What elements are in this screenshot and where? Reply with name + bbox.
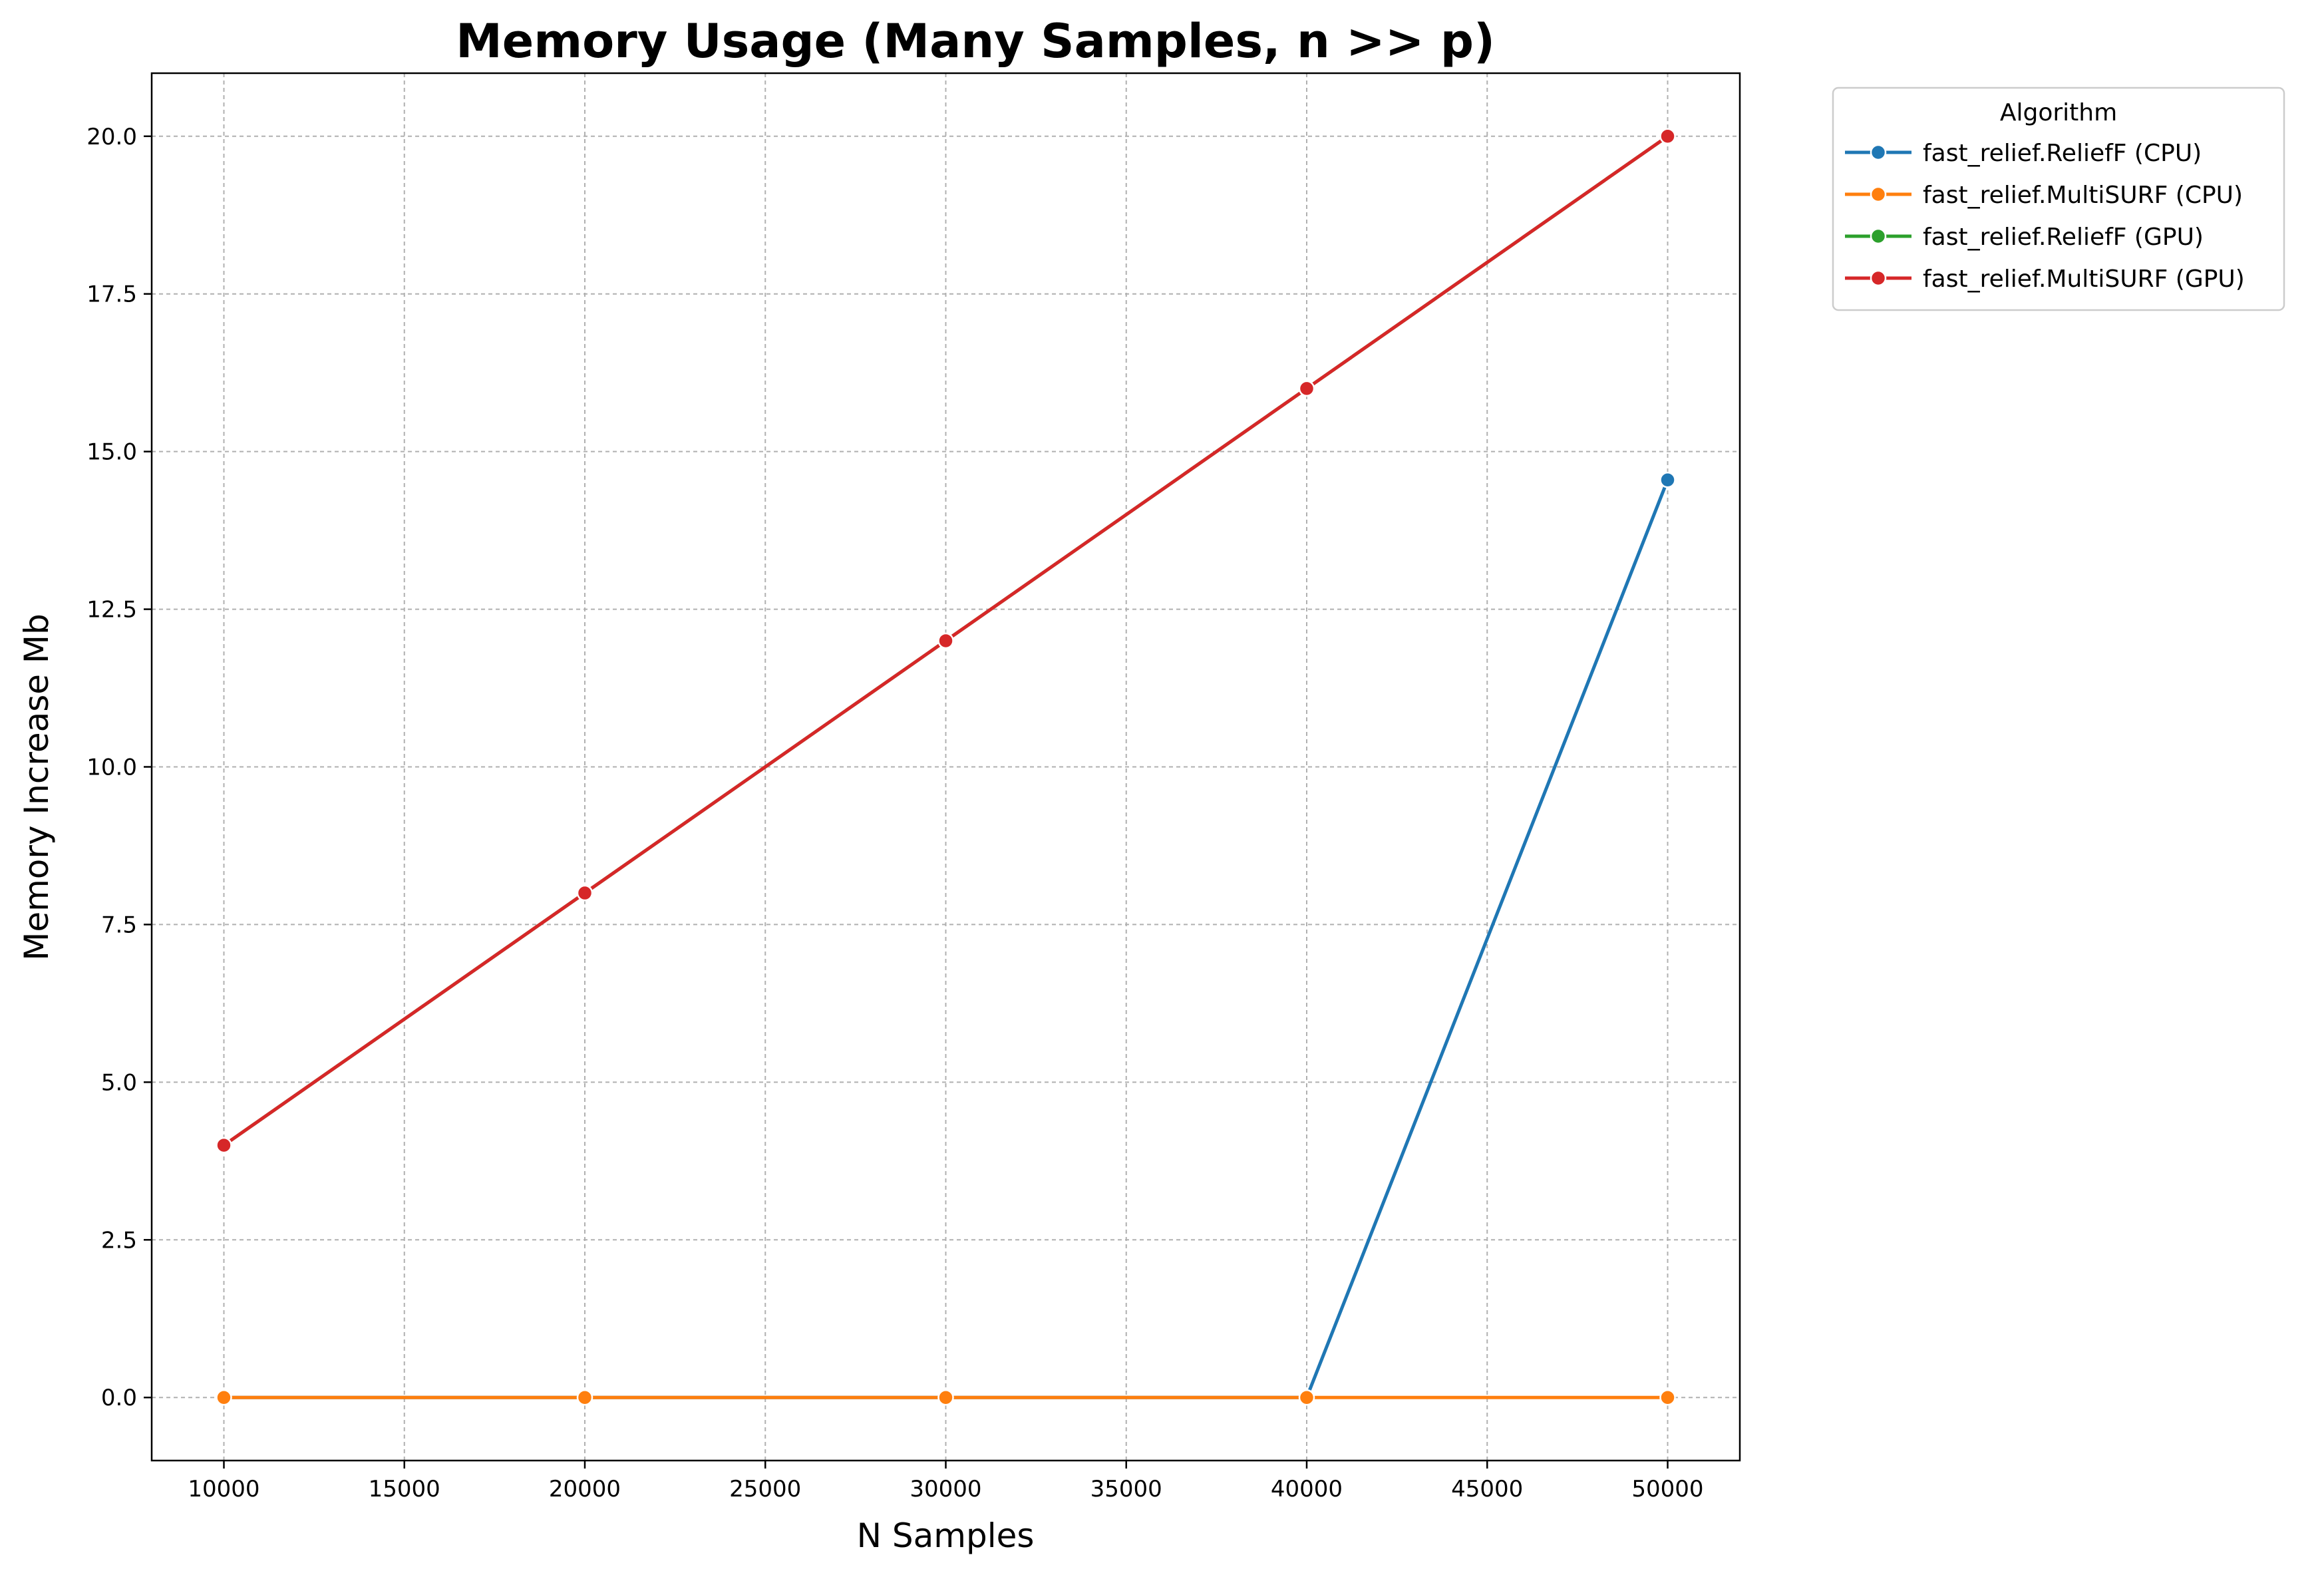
x-tick-label: 40000 bbox=[1271, 1476, 1343, 1502]
legend-swatch-marker bbox=[1870, 269, 1887, 287]
y-tick-label: 20.0 bbox=[86, 124, 137, 150]
x-tick-label: 50000 bbox=[1631, 1476, 1703, 1502]
data-point bbox=[1298, 380, 1315, 397]
x-axis-label: N Samples bbox=[857, 1516, 1035, 1555]
x-tick-label: 20000 bbox=[549, 1476, 621, 1502]
data-point bbox=[1659, 128, 1676, 145]
legend-label: fast_relief.ReliefF (GPU) bbox=[1923, 224, 2204, 251]
legend-entry: fast_relief.MultiSURF (CPU) bbox=[1845, 182, 2243, 209]
y-tick-label: 12.5 bbox=[86, 597, 137, 623]
data-point bbox=[937, 1389, 954, 1406]
data-point bbox=[1298, 1389, 1315, 1406]
legend-label: fast_relief.ReliefF (CPU) bbox=[1923, 140, 2202, 167]
x-axis-ticks: 10000 15000 20000 25000 30000 35000 40000 45000… bbox=[188, 1461, 1704, 1502]
x-tick-label: 10000 bbox=[188, 1476, 259, 1502]
legend-entry: fast_relief.MultiSURF (GPU) bbox=[1845, 265, 2245, 293]
y-tick-label: 15.0 bbox=[86, 439, 137, 466]
legend-swatch-marker bbox=[1870, 144, 1887, 161]
legend-title: Algorithm bbox=[2000, 99, 2117, 126]
series-fast-relief-multisurf-gpu bbox=[216, 128, 1676, 1154]
legend-label: fast_relief.MultiSURF (CPU) bbox=[1923, 182, 2243, 209]
x-tick-label: 45000 bbox=[1451, 1476, 1523, 1502]
y-tick-label: 0.0 bbox=[101, 1385, 137, 1411]
data-point bbox=[576, 1389, 593, 1406]
legend-label: fast_relief.MultiSURF (GPU) bbox=[1923, 265, 2245, 293]
data-point bbox=[937, 632, 954, 649]
y-tick-label: 17.5 bbox=[86, 281, 137, 308]
data-point bbox=[576, 884, 593, 902]
legend: Algorithm fast_relief.ReliefF (CPU)fast_… bbox=[1832, 87, 2285, 311]
x-tick-label: 35000 bbox=[1090, 1476, 1162, 1502]
y-axis-ticks: 0.0 2.5 5.0 7.5 10.0 12.5 15.0 17.5 20.0 bbox=[86, 124, 152, 1411]
legend-entries: fast_relief.ReliefF (CPU) fast_relief.Mul… bbox=[1845, 140, 2245, 293]
y-tick-label: 2.5 bbox=[101, 1227, 137, 1254]
chart-title: Memory Usage (Many Samples, n >> p) bbox=[456, 14, 1495, 69]
legend-swatch-marker bbox=[1870, 186, 1887, 203]
data-point bbox=[1659, 472, 1676, 488]
y-tick-label: 7.5 bbox=[101, 912, 137, 938]
legend-swatch-marker bbox=[1870, 228, 1887, 245]
legend-entry: fast_relief.ReliefF (GPU) bbox=[1845, 224, 2204, 251]
data-point bbox=[216, 1389, 232, 1406]
y-tick-label: 10.0 bbox=[86, 755, 137, 781]
legend-box bbox=[1832, 87, 2285, 311]
legend-entry: fast_relief.ReliefF (CPU) bbox=[1845, 140, 2202, 167]
series-lines bbox=[216, 128, 1676, 1406]
series-fast-relief-multisurf-cpu bbox=[216, 1389, 1676, 1406]
x-tick-label: 30000 bbox=[910, 1476, 981, 1502]
y-tick-label: 5.0 bbox=[101, 1069, 137, 1096]
data-point bbox=[1659, 1389, 1676, 1406]
x-tick-label: 15000 bbox=[369, 1476, 440, 1502]
x-tick-label: 25000 bbox=[729, 1476, 801, 1502]
data-point bbox=[216, 1137, 232, 1154]
y-axis-label: Memory Increase Mb bbox=[17, 613, 56, 961]
